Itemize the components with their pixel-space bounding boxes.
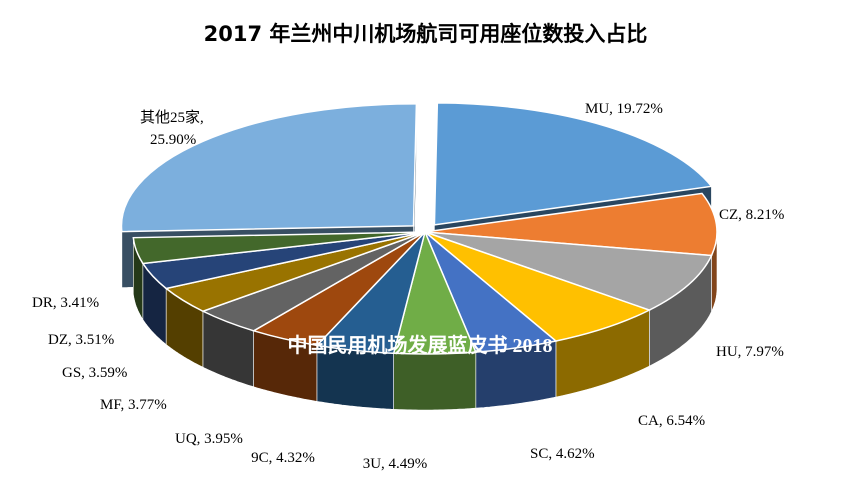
pie-labels: 中国民用机场发展蓝皮书 2018 MU, 19.72% CZ, 8.21% HU, 7… (32, 101, 784, 472)
pie-side-3U (393, 351, 477, 411)
data-label-其他25家-1: 25.90% (150, 132, 196, 148)
data-label-3U: 3U, 4.49% (363, 456, 428, 472)
data-label-HU: HU, 7.97% (716, 344, 784, 360)
chart-title: 2017 年兰州中川机场航司可用座位数投入占比 (203, 22, 648, 46)
pie-tops (120, 102, 718, 355)
pie-slice-MU (433, 102, 713, 226)
data-label-MU: MU, 19.72% (585, 101, 663, 117)
watermark-text: 中国民用机场发展蓝皮书 2018 (288, 333, 553, 357)
data-label-CZ: CZ, 8.21% (719, 207, 784, 223)
data-label-UQ: UQ, 3.95% (175, 431, 243, 447)
pie-slice-其他25家 (120, 103, 418, 233)
data-label-MF: MF, 3.77% (100, 397, 167, 413)
data-label-CA: CA, 6.54% (638, 413, 705, 429)
pie-slice-CA (424, 231, 652, 342)
data-label-DR: DR, 3.41% (32, 295, 99, 311)
data-label-9C: 9C, 4.32% (251, 450, 315, 466)
data-label-SC: SC, 4.62% (530, 446, 595, 462)
data-label-其他25家-0: 其他25家, (140, 109, 204, 126)
data-label-GS: GS, 3.59% (62, 365, 127, 381)
pie-slice-CZ (424, 192, 718, 257)
data-label-DZ: DZ, 3.51% (48, 332, 114, 348)
pie-slice-DR (132, 231, 426, 265)
pie-slice-HU (424, 231, 713, 311)
